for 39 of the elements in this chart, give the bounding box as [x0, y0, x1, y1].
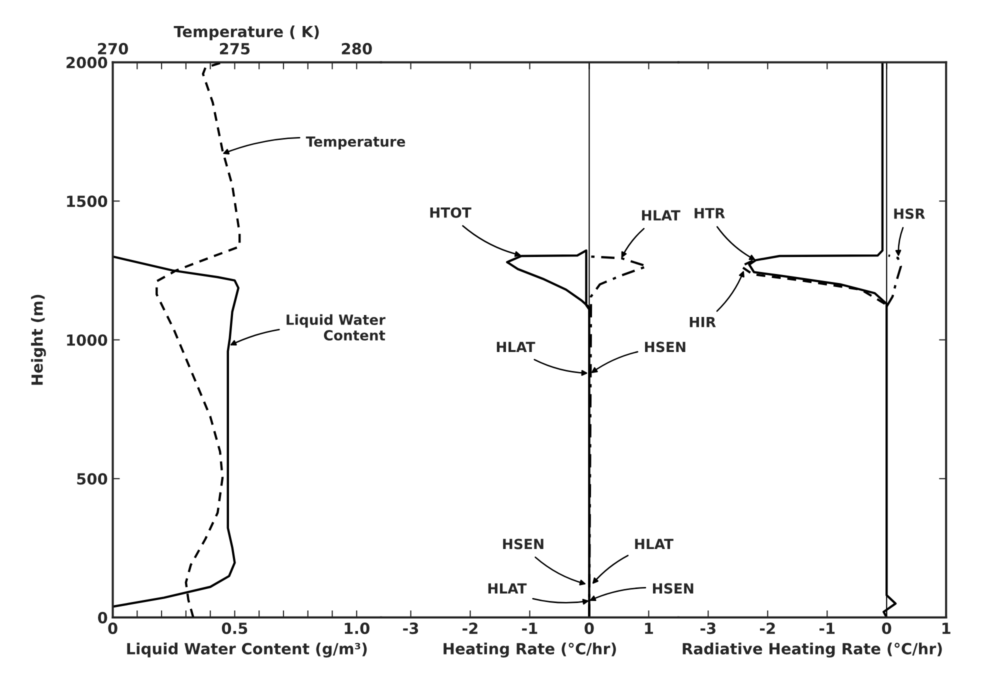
x2-axis-title: Temperature ( K) — [174, 25, 319, 40]
y-tick-label: 0 — [98, 612, 108, 624]
annotation: HIR — [690, 316, 716, 328]
x2-tick-label: 275 — [220, 42, 250, 54]
annotation: HSEN — [652, 583, 694, 594]
x2-tick-label: 270 — [98, 42, 128, 54]
x-axis-title: Heating Rate (°C/hr) — [444, 642, 616, 658]
x-tick-label: -2 — [462, 622, 478, 634]
x-tick-label: 0.5 — [222, 622, 248, 634]
annotation: HTR — [694, 208, 725, 218]
annotation: HLAT — [642, 210, 680, 220]
x-tick-label: -3 — [403, 622, 418, 634]
x-tick-label: 0 — [584, 622, 594, 634]
annotation: HLAT — [488, 583, 527, 594]
x-tick-label: 0 — [108, 622, 118, 634]
annotation: Liquid Water Content — [286, 314, 386, 341]
annotation: HLAT — [496, 342, 536, 352]
x-tick-label: 1 — [645, 622, 653, 634]
x2-tick-label: 280 — [342, 42, 372, 54]
annotation: Temperature — [306, 136, 406, 150]
x-tick-label: 0 — [882, 622, 892, 634]
x-tick-label: 1.0 — [344, 622, 370, 634]
annotation: HSEN — [503, 538, 544, 550]
annotation: HTOT — [430, 207, 472, 218]
x-tick-label: -1 — [819, 622, 835, 634]
y-tick-label: 1500 — [67, 196, 108, 208]
x-tick-label: 1 — [942, 622, 950, 634]
annotation: HLAT — [635, 538, 674, 550]
x-tick-label: -2 — [760, 622, 775, 634]
x-axis-title: Liquid Water Content (g/m³) — [127, 642, 367, 658]
y-tick-label: 2000 — [66, 56, 108, 68]
y-axis-title: Height (m) — [31, 294, 46, 385]
x-tick-label: -3 — [700, 622, 716, 634]
annotation: HSEN — [645, 342, 686, 352]
y-tick-label: 1000 — [67, 334, 108, 346]
x-tick-label: -1 — [522, 622, 538, 634]
x-axis-title: Radiative Heating Rate (°C/hr) — [682, 642, 942, 658]
annotation: HSR — [894, 208, 926, 219]
y-tick-label: 500 — [77, 473, 108, 485]
